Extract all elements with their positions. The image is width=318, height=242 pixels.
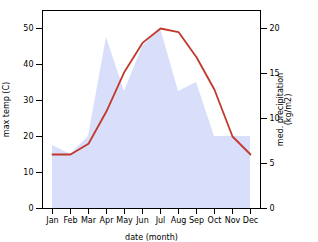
- svg-text:50: 50: [23, 24, 33, 33]
- svg-text:40: 40: [23, 60, 33, 69]
- svg-text:May: May: [116, 216, 133, 225]
- svg-text:20: 20: [270, 24, 280, 33]
- svg-text:30: 30: [23, 96, 33, 105]
- svg-text:20: 20: [23, 132, 33, 141]
- svg-text:Dec: Dec: [243, 216, 258, 225]
- svg-text:Mar: Mar: [81, 216, 97, 225]
- svg-text:Jan: Jan: [45, 216, 58, 225]
- svg-text:Jun: Jun: [135, 216, 149, 225]
- svg-text:Oct: Oct: [208, 216, 222, 225]
- svg-text:Sep: Sep: [189, 216, 204, 225]
- svg-text:Aug: Aug: [171, 216, 187, 225]
- svg-text:Apr: Apr: [100, 216, 115, 225]
- svg-text:Nov: Nov: [225, 216, 241, 225]
- svg-text:Jul: Jul: [155, 216, 166, 225]
- svg-text:5: 5: [270, 159, 275, 168]
- svg-text:Feb: Feb: [63, 216, 77, 225]
- svg-text:max temp (C): max temp (C): [2, 82, 11, 137]
- svg-text:10: 10: [23, 168, 33, 177]
- svg-text:0: 0: [28, 204, 33, 213]
- svg-text:0: 0: [270, 204, 275, 213]
- svg-text:med. precipitation(kg/m2): med. precipitation(kg/m2): [276, 73, 293, 146]
- svg-text:date (month): date (month): [125, 233, 178, 242]
